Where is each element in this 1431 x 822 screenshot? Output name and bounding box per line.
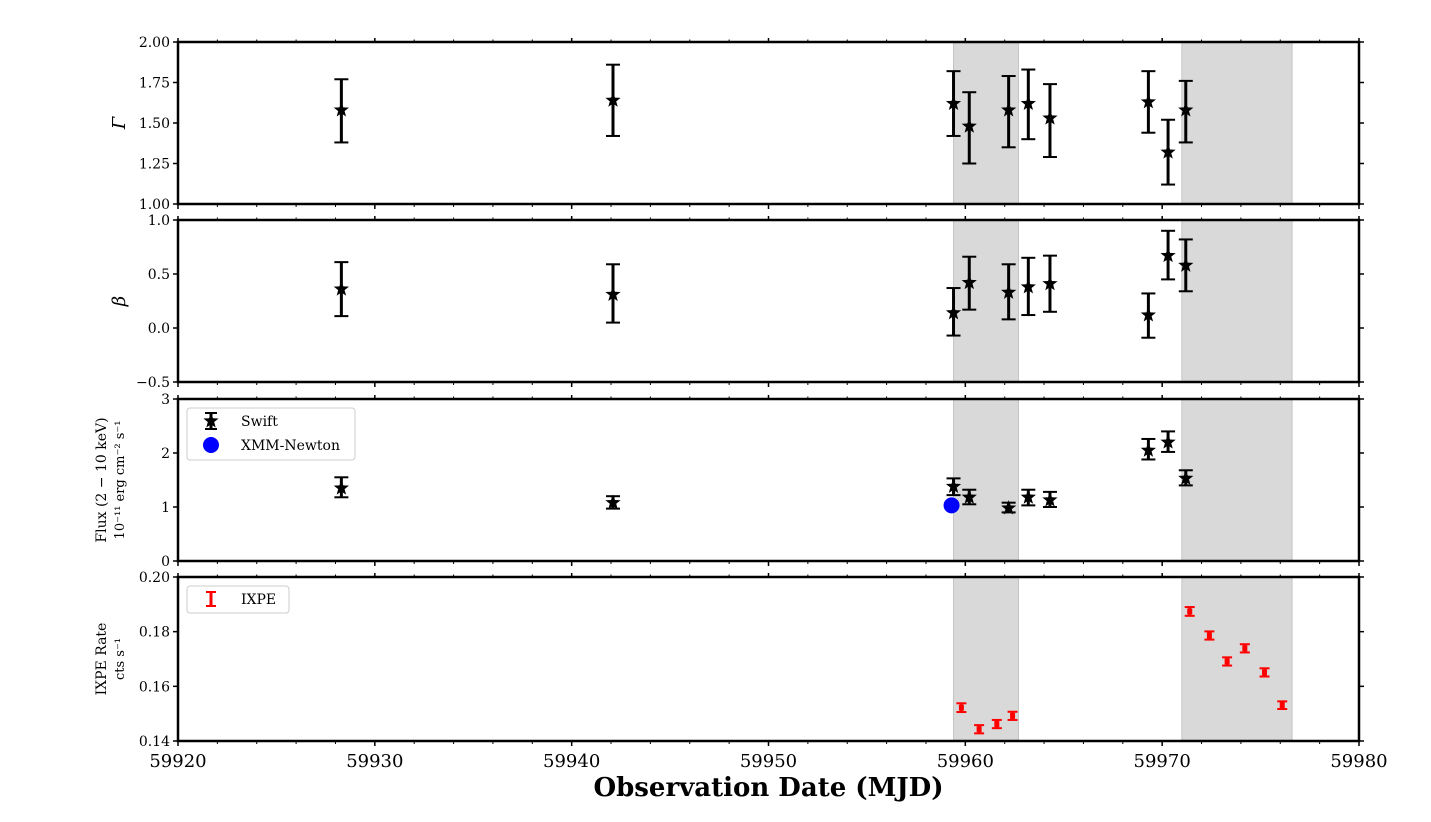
data-point-star bbox=[1042, 491, 1058, 507]
y-tick-label: 0.16 bbox=[139, 679, 170, 695]
data-point-star bbox=[1001, 284, 1017, 299]
shaded-interval-1 bbox=[953, 576, 1019, 742]
data-point-star bbox=[1020, 95, 1036, 111]
y-tick-label: 0.5 bbox=[148, 267, 170, 283]
x-tick-label: 59970 bbox=[1134, 751, 1191, 772]
y-tick-label: 2.00 bbox=[139, 35, 170, 51]
y-tick-label: 0 bbox=[161, 554, 170, 570]
y-axis-label: Γ bbox=[109, 115, 130, 130]
panel-gamma: 1.00 1.25 1.50 1.75 2.00 Γ bbox=[109, 35, 1364, 213]
data-point-star bbox=[1160, 247, 1176, 263]
data-point-star bbox=[1178, 470, 1194, 485]
legend-box bbox=[186, 407, 356, 461]
data-point-star bbox=[1160, 434, 1176, 449]
data-point-star bbox=[333, 281, 349, 296]
data-point-star bbox=[1178, 257, 1194, 272]
y-tick-label: 1.25 bbox=[139, 157, 170, 173]
data-point-marker bbox=[1010, 712, 1016, 719]
shaded-interval-1 bbox=[953, 398, 1019, 562]
legend-label: Swift bbox=[241, 414, 278, 430]
data-point-marker bbox=[1206, 632, 1212, 639]
data-point-star bbox=[1178, 102, 1194, 117]
data-point-star bbox=[605, 286, 621, 301]
y-tick-label: 1.75 bbox=[139, 76, 170, 92]
data-point-star bbox=[1140, 93, 1156, 109]
legend-swatch-circle bbox=[203, 437, 219, 453]
y-tick-label: 0.18 bbox=[139, 625, 170, 641]
data-point-star bbox=[1001, 500, 1017, 515]
data-point-marker bbox=[994, 721, 1000, 728]
data-point-star bbox=[1042, 110, 1058, 125]
y-axis-label-line1: IXPE Rate bbox=[94, 623, 110, 696]
x-tick-label: 59930 bbox=[346, 751, 403, 772]
x-tick-label: 59960 bbox=[937, 751, 994, 772]
panel-flux: 0 1 2 3 Flux (2 − 10 keV) 10⁻¹¹ erg cm⁻² s⁻¹ S… bbox=[94, 392, 1364, 570]
data-point-marker bbox=[958, 704, 964, 711]
data-point-star bbox=[1020, 278, 1036, 294]
data-point-star bbox=[945, 95, 962, 111]
panel-frame bbox=[176, 397, 1361, 563]
legend-swatch-star bbox=[203, 413, 219, 428]
data-point-marker bbox=[1262, 669, 1268, 676]
x-tick-label: 59950 bbox=[740, 751, 797, 772]
data-point-marker bbox=[1224, 658, 1230, 665]
y-tick-label: −0.5 bbox=[136, 375, 170, 391]
y-tick-label: 0.0 bbox=[148, 321, 170, 337]
data-point-star bbox=[1140, 442, 1156, 457]
data-point-star bbox=[1140, 307, 1156, 322]
data-point-star bbox=[605, 494, 621, 510]
data-point-marker bbox=[1242, 645, 1248, 652]
data-point-circle bbox=[943, 497, 960, 514]
data-point-star bbox=[961, 274, 977, 290]
data-point-star bbox=[1042, 275, 1058, 291]
data-point-star bbox=[333, 102, 349, 117]
x-tick-label: 59940 bbox=[543, 751, 600, 772]
data-point-star bbox=[1001, 102, 1017, 117]
shaded-interval-2 bbox=[1181, 576, 1293, 742]
y-tick-label: 1.0 bbox=[148, 213, 170, 229]
data-point-star bbox=[945, 478, 962, 493]
shaded-interval-2 bbox=[1181, 398, 1293, 562]
x-axis-title: Observation Date (MJD) bbox=[593, 773, 943, 803]
panel-beta: −0.5 0.0 0.5 1.0 β bbox=[109, 213, 1364, 391]
data-point-marker bbox=[1279, 702, 1285, 709]
y-axis-label-line2: cts s⁻¹ bbox=[113, 638, 128, 680]
data-point-star bbox=[961, 489, 977, 504]
y-axis-label: β bbox=[109, 296, 130, 307]
panel-ixpe: 59920 59930 59940 59950 59960 59970 59980 0.14 0… bbox=[94, 570, 1388, 772]
x-tick-label: 59920 bbox=[149, 751, 206, 772]
panel-frame bbox=[176, 575, 1361, 743]
y-axis-label-line2: 10⁻¹¹ erg cm⁻² s⁻¹ bbox=[113, 421, 128, 540]
y-tick-label: 0.14 bbox=[139, 734, 170, 750]
data-point-star bbox=[1160, 144, 1176, 159]
x-tick-label: 59980 bbox=[1330, 751, 1387, 772]
data-point-marker bbox=[976, 726, 982, 733]
y-tick-label: 1.00 bbox=[139, 197, 170, 213]
data-point-star bbox=[945, 304, 962, 320]
data-point-star bbox=[333, 480, 349, 495]
data-point-star bbox=[961, 118, 977, 133]
legend-label: IXPE bbox=[241, 592, 276, 608]
y-tick-label: 1.50 bbox=[139, 116, 170, 132]
y-tick-label: 1 bbox=[161, 500, 170, 516]
panel-frame bbox=[176, 218, 1361, 384]
shaded-interval-2 bbox=[1181, 219, 1293, 383]
data-point-marker bbox=[1187, 608, 1193, 615]
panel-frame bbox=[176, 40, 1361, 206]
data-point-star bbox=[1020, 489, 1036, 504]
y-tick-label: 3 bbox=[161, 392, 170, 408]
y-axis-label-line1: Flux (2 − 10 keV) bbox=[94, 417, 110, 542]
legend-label: XMM-Newton bbox=[241, 438, 340, 454]
y-tick-label: 0.20 bbox=[139, 570, 170, 586]
data-point-star bbox=[605, 92, 621, 107]
y-tick-label: 2 bbox=[161, 446, 170, 462]
shaded-interval-2 bbox=[1181, 41, 1293, 205]
